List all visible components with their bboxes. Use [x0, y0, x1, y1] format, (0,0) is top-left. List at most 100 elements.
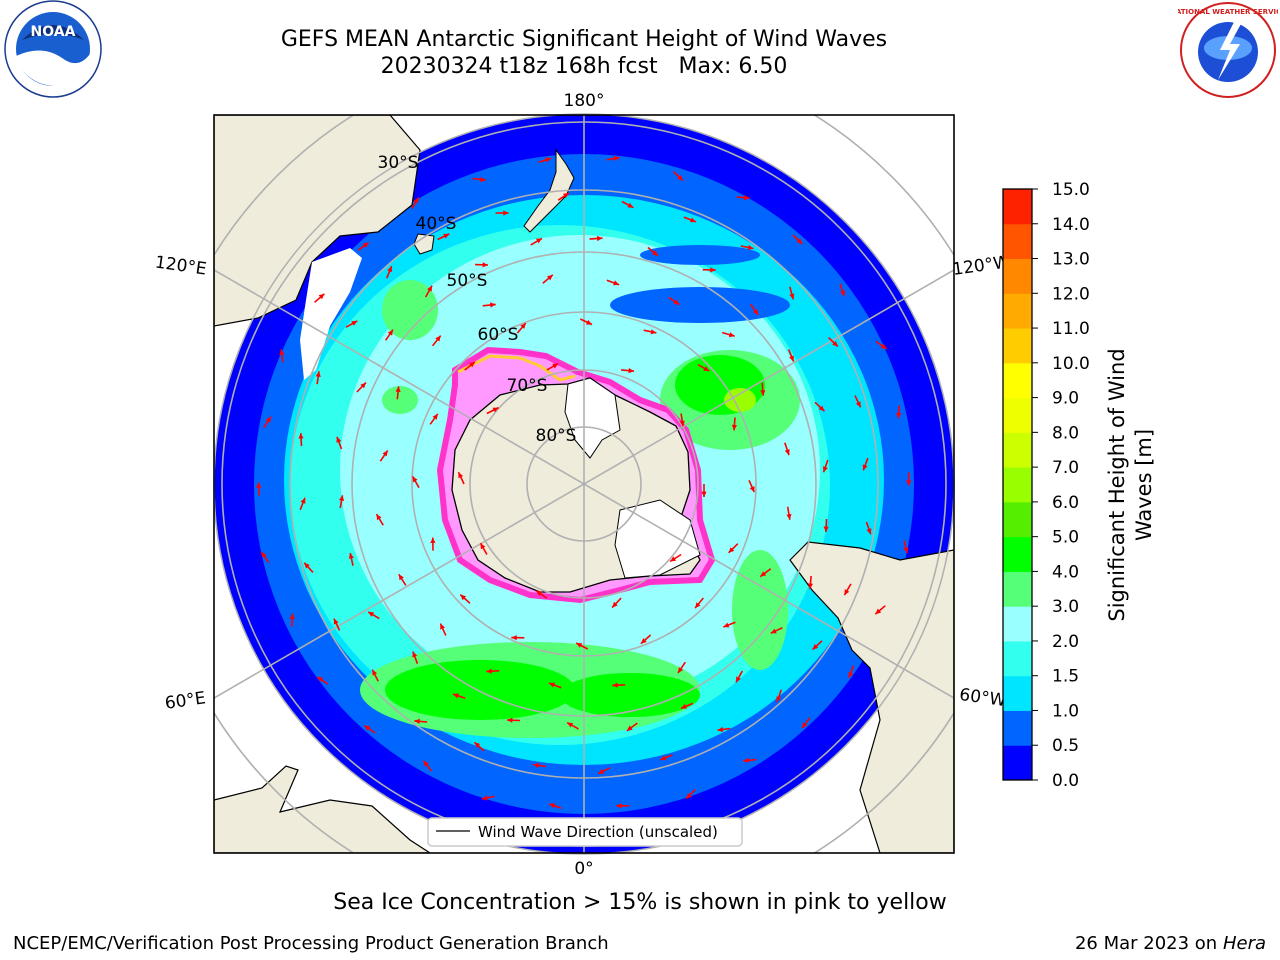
colorbar-tick-label: 6.0 [1052, 493, 1079, 513]
wave-arrow-head [728, 332, 735, 338]
wave-arrow-head [717, 726, 724, 733]
wave-arrow-head [289, 613, 295, 619]
colorbar-tick-label: 1.0 [1052, 701, 1079, 721]
noaa-logo-text: NOAA [31, 24, 76, 40]
wave-arrow-head [679, 420, 685, 427]
wave-arrow-head [896, 412, 902, 419]
colorbar-tick-label: 4.0 [1052, 562, 1079, 582]
wave-arrow-head [650, 329, 657, 335]
wave-arrow-head [807, 583, 813, 589]
wave-arrow-head [736, 676, 741, 683]
colorbar-tick-label: 0.5 [1052, 736, 1079, 756]
wave-arrow-head [511, 635, 517, 641]
wave-arrow-head [549, 803, 555, 809]
wave-arrow-head [304, 562, 310, 569]
wave-arrow-head [427, 285, 432, 292]
wave-arrow-head [776, 696, 782, 703]
colorbar-swatch [1003, 293, 1032, 329]
colorbar-swatch [1003, 397, 1032, 433]
wave-arrow-head [372, 669, 378, 676]
wave-arrow-head [256, 482, 262, 488]
africa-landmass [214, 765, 432, 853]
colorbar-tick-label: 13.0 [1052, 250, 1090, 270]
colorbar-swatch [1003, 467, 1032, 503]
colorbar-label-line1: Significant Height of Wind [1105, 348, 1129, 621]
wave-arrow-head [520, 323, 526, 329]
wave-arrow-head [492, 407, 499, 413]
wave-arrow-head [678, 667, 684, 673]
wave-arrow-head [414, 718, 420, 724]
wave-arrow-head [796, 238, 803, 244]
wave-arrow-head [670, 556, 677, 562]
colorbar-swatch [1003, 536, 1032, 572]
legend-label: Wind Wave Direction (unscaled) [478, 823, 718, 841]
wave-arrow-head [598, 768, 605, 774]
wave-arrow-head [430, 537, 436, 543]
wave-arrow-head [747, 244, 754, 250]
wave-arrow-head [536, 590, 543, 596]
wave-arrow-head [398, 574, 404, 581]
wave-arrow-head [458, 472, 464, 479]
graticule [214, 115, 954, 853]
wave-arrow-head [412, 476, 418, 483]
wave-arrow-head [362, 242, 369, 248]
wave-arrow-head [412, 651, 418, 658]
colorbar-swatch [1003, 501, 1032, 538]
wave-arrow-head [612, 682, 618, 688]
wave-arrow-head [460, 594, 467, 601]
colorbar-tick-label: 3.0 [1052, 597, 1079, 617]
wave-arrow-head [703, 366, 710, 372]
wave-arrow-head [360, 382, 366, 389]
wave-arrow-head [770, 628, 777, 634]
wave-arrow-head [435, 335, 441, 342]
wave-arrow-head [906, 480, 912, 486]
wave-arrow-head [423, 760, 429, 767]
lat-label-40s: 40°S [416, 214, 457, 234]
wave-arrow-head [749, 486, 755, 493]
colorbar-frame [1002, 188, 1033, 781]
wave-arrow-head [832, 340, 838, 347]
colorbar-tick-label: 0.0 [1052, 771, 1079, 791]
wave-arrow-head [490, 302, 496, 308]
lat-label-80s: 80°S [536, 426, 577, 446]
wave-arrow-head [486, 668, 492, 674]
wave-arrow-head [298, 433, 304, 439]
wave-arrow-head [536, 238, 542, 244]
colorbar-tick-label: 9.0 [1052, 389, 1079, 409]
wave-arrow-head [596, 235, 603, 242]
wave-arrow-head [395, 386, 401, 392]
wave-arrow-head [743, 757, 749, 763]
colorbar-tick-label: 5.0 [1052, 528, 1079, 548]
wave-arrow-head [549, 682, 555, 688]
colorbar-swatch [1003, 432, 1032, 468]
wave-arrow-head [802, 722, 808, 729]
wave-arrow-head [660, 755, 667, 761]
chart-title: GEFS MEAN Antarctic Significant Height o… [280, 27, 888, 52]
nws-logo: NATIONAL WEATHER SERVICE [1178, 2, 1278, 98]
wave-arrow-head [300, 497, 306, 504]
wave-arrow-head [789, 293, 795, 300]
chart-subtitle: 20230324 t18z 168h fcst Max: 6.50 [380, 54, 788, 79]
wave-arrow-head [261, 551, 267, 558]
lon-label-bottom: 0° [574, 859, 593, 879]
colorbar-tick-label: 7.0 [1052, 458, 1079, 478]
wave-arrow-head [673, 299, 680, 305]
colorbar-swatch [1003, 675, 1032, 711]
wave-arrow-head [628, 368, 634, 374]
wave-arrow-head [317, 676, 324, 682]
colorbar-swatch [1003, 745, 1032, 781]
wave-arrow-head [789, 355, 794, 362]
footer-host: Hera [1222, 933, 1266, 954]
nws-logo-text: NATIONAL WEATHER SERVICE [1178, 8, 1278, 16]
noaa-logo: NOAA [4, 0, 102, 98]
colorbar-label-line2: Waves [m] [1132, 429, 1156, 541]
wave-arrow-head [818, 405, 825, 412]
wave-arrow-head [586, 319, 592, 325]
new-zealand-landmass [523, 148, 575, 233]
colorbar-tick-label: 15.0 [1052, 180, 1090, 200]
footer-date: 26 Mar 2023 on Hera [1075, 933, 1266, 954]
colorbar-swatch [1003, 571, 1032, 607]
wave-arrow-head [626, 725, 633, 731]
wave-arrow-head [507, 717, 513, 723]
